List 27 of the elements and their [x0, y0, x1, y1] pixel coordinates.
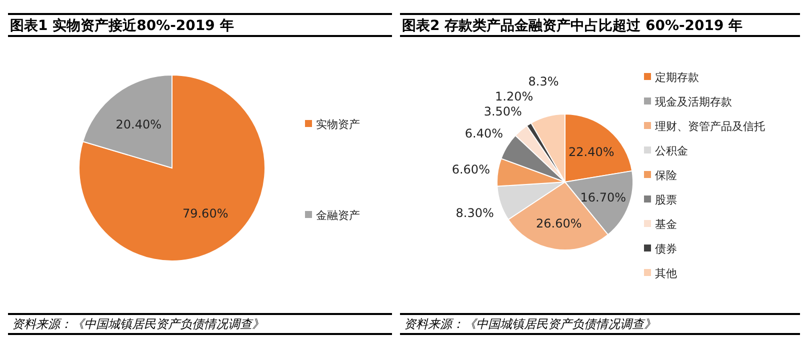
data-label: 26.60%: [536, 216, 582, 230]
data-label: 79.60%: [182, 206, 228, 221]
data-label: 3.50%: [484, 104, 522, 119]
data-label: 8.3%: [528, 74, 559, 89]
pie-slice: [78, 74, 266, 262]
legend-label: 保险: [655, 169, 677, 182]
legend-label: 公积金: [655, 144, 688, 158]
legend-label: 定期存款: [655, 71, 699, 84]
legend-label: 基金: [655, 218, 677, 231]
data-label: 20.40%: [116, 117, 162, 132]
data-label: 22.40%: [568, 144, 614, 159]
chart-title: 图表2 存款类产品金融资产中占比超过 60%-2019 年: [402, 17, 743, 34]
data-label: 6.60%: [452, 162, 490, 176]
legend-label: 现金及活期存款: [655, 96, 732, 108]
text: 资料来源：《中国城镇居民资产负债情况调查》: [404, 317, 656, 331]
data-label: 6.40%: [464, 126, 504, 141]
legend-label: 股票: [655, 194, 677, 206]
legend-label: 其他: [655, 267, 677, 280]
legend-label: 实物资产: [316, 118, 360, 131]
legend-label: 债券: [655, 242, 677, 256]
text: 资料来源：《中国城镇居民资产负债情况调查》: [12, 317, 264, 331]
legend-label: 金融资产: [316, 209, 360, 222]
data-label: 1.20%: [495, 90, 534, 104]
data-label: 8.30%: [456, 206, 494, 220]
chart-title: 图表1 实物资产接近80%-2019 年: [10, 17, 234, 34]
legend-label: 理财、资管产品及信托: [655, 120, 765, 133]
data-label: 16.70%: [580, 190, 626, 204]
